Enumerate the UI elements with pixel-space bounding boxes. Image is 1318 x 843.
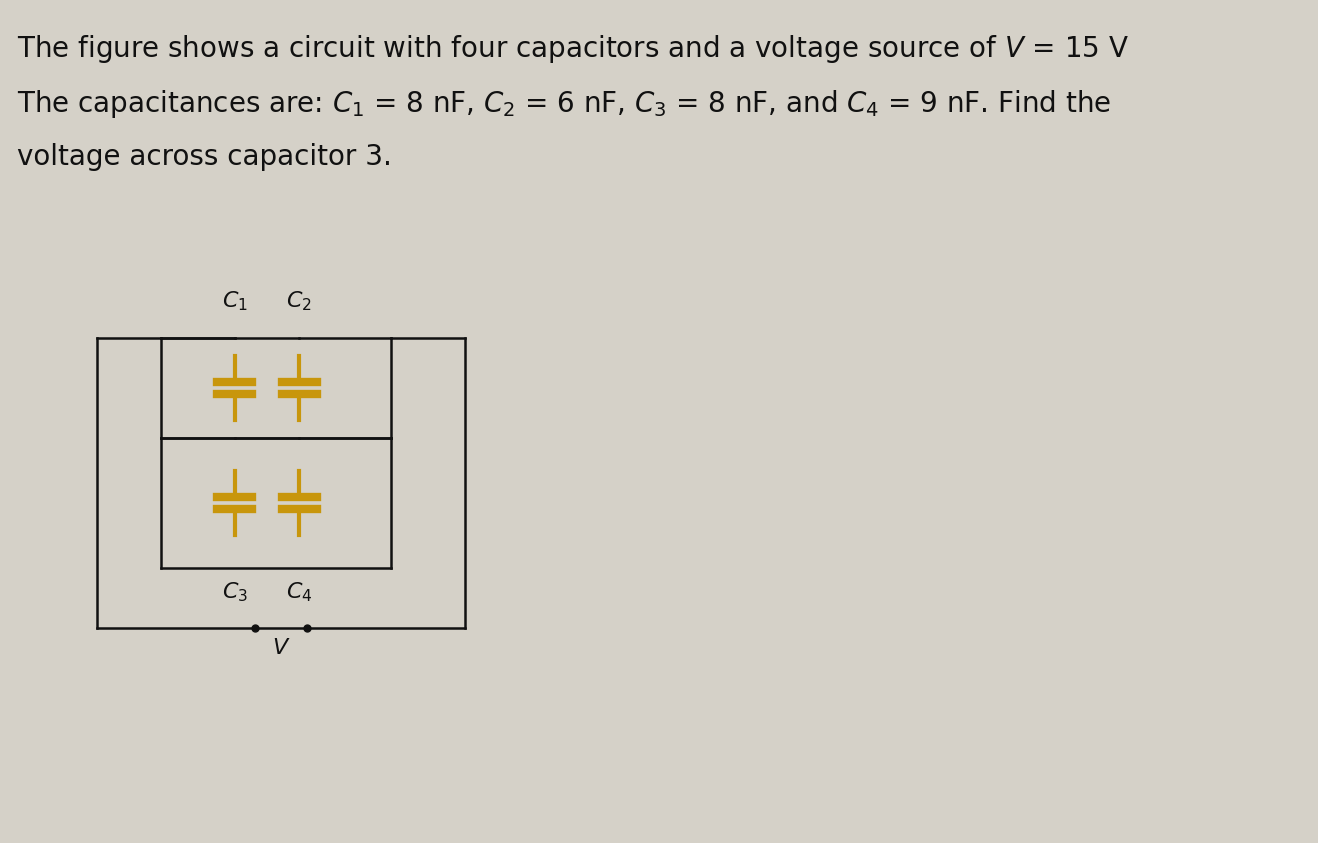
Text: $C_2$: $C_2$ (286, 289, 312, 313)
Text: $C_1$: $C_1$ (221, 289, 248, 313)
Text: voltage across capacitor 3.: voltage across capacitor 3. (17, 143, 391, 171)
Text: $C_3$: $C_3$ (221, 580, 248, 604)
Text: The figure shows a circuit with four capacitors and a voltage source of $V$ = 15: The figure shows a circuit with four cap… (17, 33, 1128, 65)
Text: The capacitances are: $C_1$ = 8 nF, $C_2$ = 6 nF, $C_3$ = 8 nF, and $C_4$ = 9 nF: The capacitances are: $C_1$ = 8 nF, $C_2… (17, 88, 1111, 120)
Text: $C_4$: $C_4$ (286, 580, 312, 604)
Text: $V$: $V$ (272, 638, 290, 658)
